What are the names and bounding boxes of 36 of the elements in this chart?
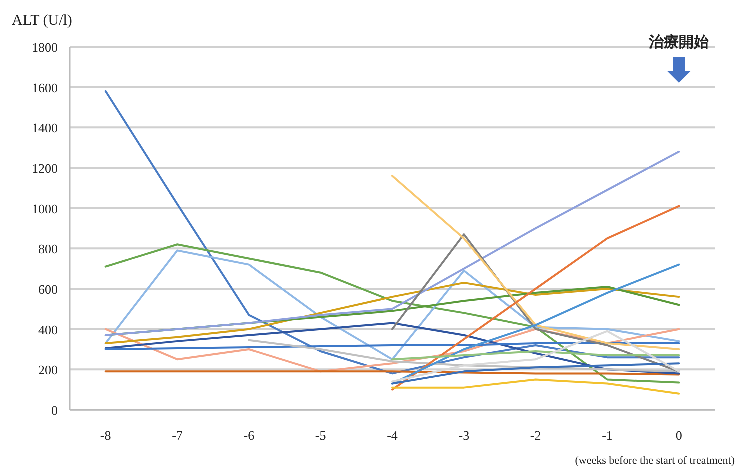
y-tick-label: 200: [38, 362, 58, 378]
x-tick-label: -1: [602, 428, 613, 443]
x-tick-label: -3: [458, 428, 470, 443]
line-series: [104, 282, 680, 344]
x-tick-label: -4: [387, 428, 398, 443]
x-tick-label: -2: [530, 428, 542, 443]
line-series: [104, 244, 680, 384]
x-tick-label: -5: [315, 428, 326, 443]
y-tick-label: 800: [38, 242, 58, 257]
x-tick-label: -7: [172, 428, 184, 443]
line-series: [104, 250, 680, 361]
line-series: [392, 362, 680, 385]
line-series: [392, 378, 680, 395]
line-series: [104, 342, 680, 350]
line-series: [104, 328, 680, 373]
y-tick-label: 1600: [32, 80, 58, 96]
x-tick-label: 0: [676, 428, 682, 443]
line-series: [104, 322, 680, 375]
x-tick-label: -8: [100, 428, 112, 443]
y-tick-label: 1800: [32, 40, 58, 55]
line-series: [104, 150, 680, 336]
line-series: [248, 339, 680, 373]
y-tick-label: 0: [52, 403, 58, 418]
line-series: [392, 205, 680, 391]
y-tick-label: 1000: [32, 201, 58, 216]
y-tick-label: 600: [38, 282, 58, 297]
annotation: 治療開始: [648, 33, 710, 51]
y-axis-title: ALT (U/l): [12, 13, 72, 29]
x-tick-label: -6: [244, 428, 256, 443]
x-axis-title: (weeks before the start of treatment): [575, 455, 736, 467]
y-tick-label: 1200: [32, 161, 58, 176]
line-series: [392, 264, 680, 385]
y-tick-label: 400: [38, 322, 58, 338]
line-series: [392, 175, 680, 350]
y-tick-label: 1400: [32, 120, 58, 136]
line-series: [104, 90, 680, 375]
